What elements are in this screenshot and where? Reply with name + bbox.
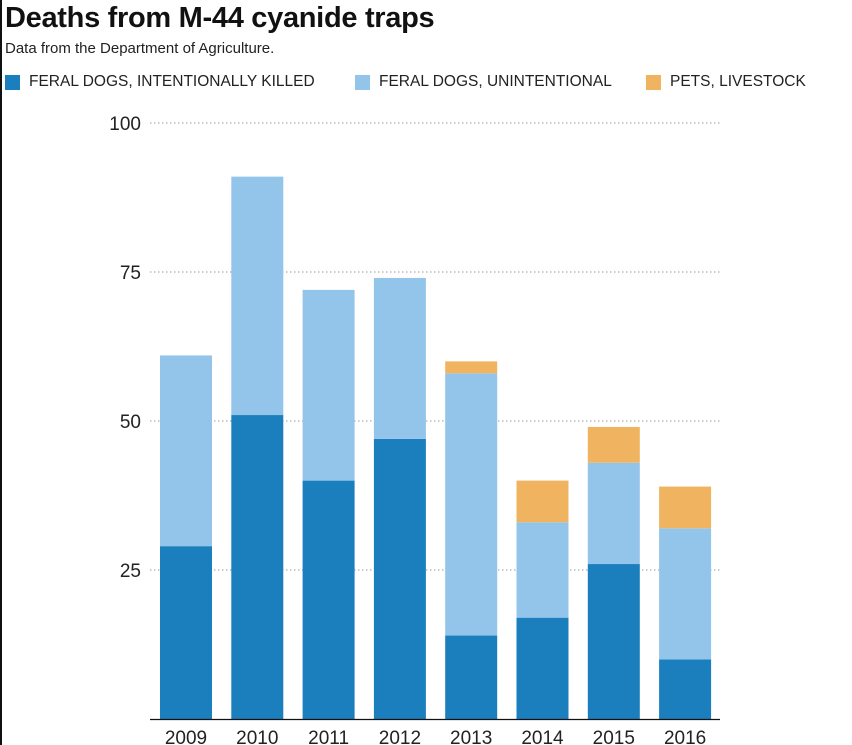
x-tick-label: 2016 [664,728,706,745]
y-tick-label: 50 [120,412,141,433]
x-tick-label: 2010 [236,728,278,745]
bar-segment [516,522,569,618]
legend: FERAL DOGS, INTENTIONALLY KILLED FERAL D… [5,73,850,95]
axes: 25 50 75 100 2009 2010 2011 2012 2013 2014 2015 201… [109,114,720,745]
bar-segment [373,277,426,439]
bar-segment [516,617,569,719]
bar-segment [587,426,640,463]
bar-segment [445,635,498,719]
bars [160,176,712,719]
bar-segment [659,486,712,529]
legend-item-pets-livestock: PETS, LIVESTOCK [646,73,806,91]
legend-label-unintentional: FERAL DOGS, UNINTENTIONAL [379,73,612,90]
left-border-rule [0,0,2,745]
legend-swatch-intentional [5,74,20,90]
legend-item-unintentional: FERAL DOGS, UNINTENTIONAL [355,73,612,91]
x-tick-label: 2012 [379,728,421,745]
bar-segment [231,176,284,416]
x-tick-label: 2015 [593,728,635,745]
bar-segment [587,462,640,565]
legend-swatch-pets-livestock [646,74,661,90]
chart-title: Deaths from M-44 cyanide traps [5,2,435,34]
x-tick-label: 2009 [165,728,207,745]
y-tick-label: 75 [120,263,141,284]
chart-subtitle: Data from the Department of Agriculture. [5,40,275,57]
legend-label-pets-livestock: PETS, LIVESTOCK [670,73,806,90]
bar-segment [516,480,569,523]
x-tick-label: 2013 [450,728,492,745]
bar-segment [373,438,426,719]
x-tick-label: 2011 [308,728,349,745]
bar-segment [659,528,712,660]
x-tick-label: 2014 [521,728,564,745]
bar-segment [302,480,355,719]
bar-segment [587,564,640,719]
legend-label-intentional: FERAL DOGS, INTENTIONALLY KILLED [29,73,315,90]
legend-item-intentional: FERAL DOGS, INTENTIONALLY KILLED [5,73,315,91]
y-tick-label: 25 [120,561,141,582]
bar-segment [445,361,498,374]
gridlines [150,122,720,571]
legend-swatch-unintentional [355,74,370,90]
bar-segment [160,355,212,547]
bar-segment [231,415,284,719]
bar-segment [445,373,498,636]
bar-segment [160,546,212,719]
bar-segment [659,659,712,719]
y-tick-label: 100 [109,114,141,135]
bar-segment [302,289,355,481]
